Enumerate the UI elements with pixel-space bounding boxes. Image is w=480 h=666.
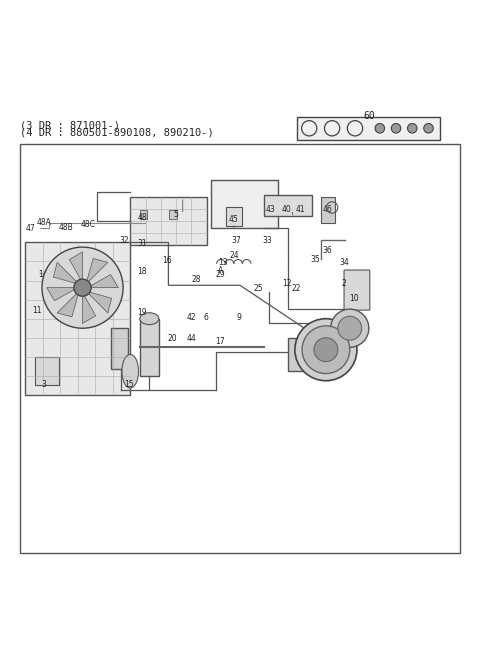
Text: 40: 40 <box>282 205 292 214</box>
Text: 47: 47 <box>26 224 36 232</box>
Text: 48: 48 <box>137 212 147 222</box>
Text: 42: 42 <box>187 313 196 322</box>
Circle shape <box>314 338 338 362</box>
Text: (3 DR : 871001-): (3 DR : 871001-) <box>21 121 120 131</box>
Text: 6: 6 <box>203 313 208 322</box>
Text: 14A: 14A <box>46 277 60 286</box>
Polygon shape <box>47 288 78 301</box>
Circle shape <box>301 121 317 136</box>
Text: 48B: 48B <box>59 222 73 232</box>
Text: 14E: 14E <box>89 279 103 288</box>
Circle shape <box>295 319 357 381</box>
Text: 28: 28 <box>192 274 201 284</box>
Text: 44: 44 <box>186 334 196 343</box>
Text: 9: 9 <box>237 313 241 322</box>
Polygon shape <box>86 291 112 313</box>
Text: 14C: 14C <box>69 279 84 288</box>
Text: 5: 5 <box>173 210 178 219</box>
Circle shape <box>348 121 363 136</box>
Text: 48A: 48A <box>37 218 52 227</box>
Text: 10: 10 <box>349 294 359 302</box>
Circle shape <box>391 123 401 133</box>
Bar <box>140 210 147 219</box>
Bar <box>264 194 312 216</box>
Text: 29: 29 <box>215 270 225 279</box>
Text: 11: 11 <box>33 306 42 314</box>
Text: 19: 19 <box>137 308 147 317</box>
Bar <box>169 210 177 219</box>
Circle shape <box>331 309 369 347</box>
Text: 14: 14 <box>38 270 48 279</box>
Circle shape <box>408 123 417 133</box>
Bar <box>211 180 278 228</box>
Text: 43: 43 <box>265 205 275 214</box>
Circle shape <box>42 247 123 328</box>
Text: 32: 32 <box>119 236 129 245</box>
Circle shape <box>324 121 340 136</box>
Text: 34: 34 <box>339 258 349 267</box>
Text: 25: 25 <box>253 284 263 293</box>
Circle shape <box>375 123 384 133</box>
Circle shape <box>74 279 91 296</box>
Ellipse shape <box>122 354 139 388</box>
Text: 33: 33 <box>263 236 273 245</box>
Polygon shape <box>53 262 79 284</box>
Text: 41: 41 <box>296 205 305 214</box>
Bar <box>130 197 206 244</box>
Text: (4 DR : 880501-890108, 890210-): (4 DR : 880501-890108, 890210-) <box>21 128 214 138</box>
Text: A: A <box>218 266 224 274</box>
Text: 35: 35 <box>310 256 320 264</box>
Bar <box>297 117 441 140</box>
Text: 18: 18 <box>137 268 147 276</box>
Bar <box>35 357 59 386</box>
Bar <box>25 242 130 395</box>
Text: 8: 8 <box>342 315 347 324</box>
Text: 12: 12 <box>282 279 291 288</box>
Polygon shape <box>70 252 83 283</box>
Text: 20: 20 <box>168 334 177 343</box>
Bar <box>321 197 336 223</box>
Text: 22: 22 <box>291 284 301 293</box>
Text: 45: 45 <box>229 215 239 224</box>
Text: 61: 61 <box>109 277 120 286</box>
Circle shape <box>338 316 362 340</box>
Text: 3: 3 <box>41 380 46 388</box>
Text: 2: 2 <box>342 279 347 288</box>
Polygon shape <box>87 274 118 288</box>
FancyBboxPatch shape <box>344 270 370 310</box>
Bar <box>111 328 128 369</box>
Bar <box>140 319 159 376</box>
Bar <box>21 145 459 553</box>
Ellipse shape <box>140 313 159 324</box>
Text: 36: 36 <box>322 246 332 255</box>
Text: 46: 46 <box>323 205 332 214</box>
Bar <box>288 338 345 371</box>
Text: 24: 24 <box>229 250 239 260</box>
Circle shape <box>302 326 350 374</box>
Text: 16: 16 <box>163 256 172 265</box>
Text: 48C: 48C <box>81 220 96 229</box>
Polygon shape <box>57 291 79 317</box>
Text: 15: 15 <box>124 380 134 388</box>
Text: 31: 31 <box>137 239 147 248</box>
Text: 60: 60 <box>363 111 375 121</box>
Text: 17: 17 <box>215 336 225 346</box>
Bar <box>226 206 242 226</box>
Text: 37: 37 <box>232 236 241 245</box>
Text: 14B: 14B <box>55 279 70 288</box>
Polygon shape <box>83 292 96 324</box>
Polygon shape <box>86 258 108 284</box>
Text: 13: 13 <box>218 258 228 267</box>
Circle shape <box>424 123 433 133</box>
